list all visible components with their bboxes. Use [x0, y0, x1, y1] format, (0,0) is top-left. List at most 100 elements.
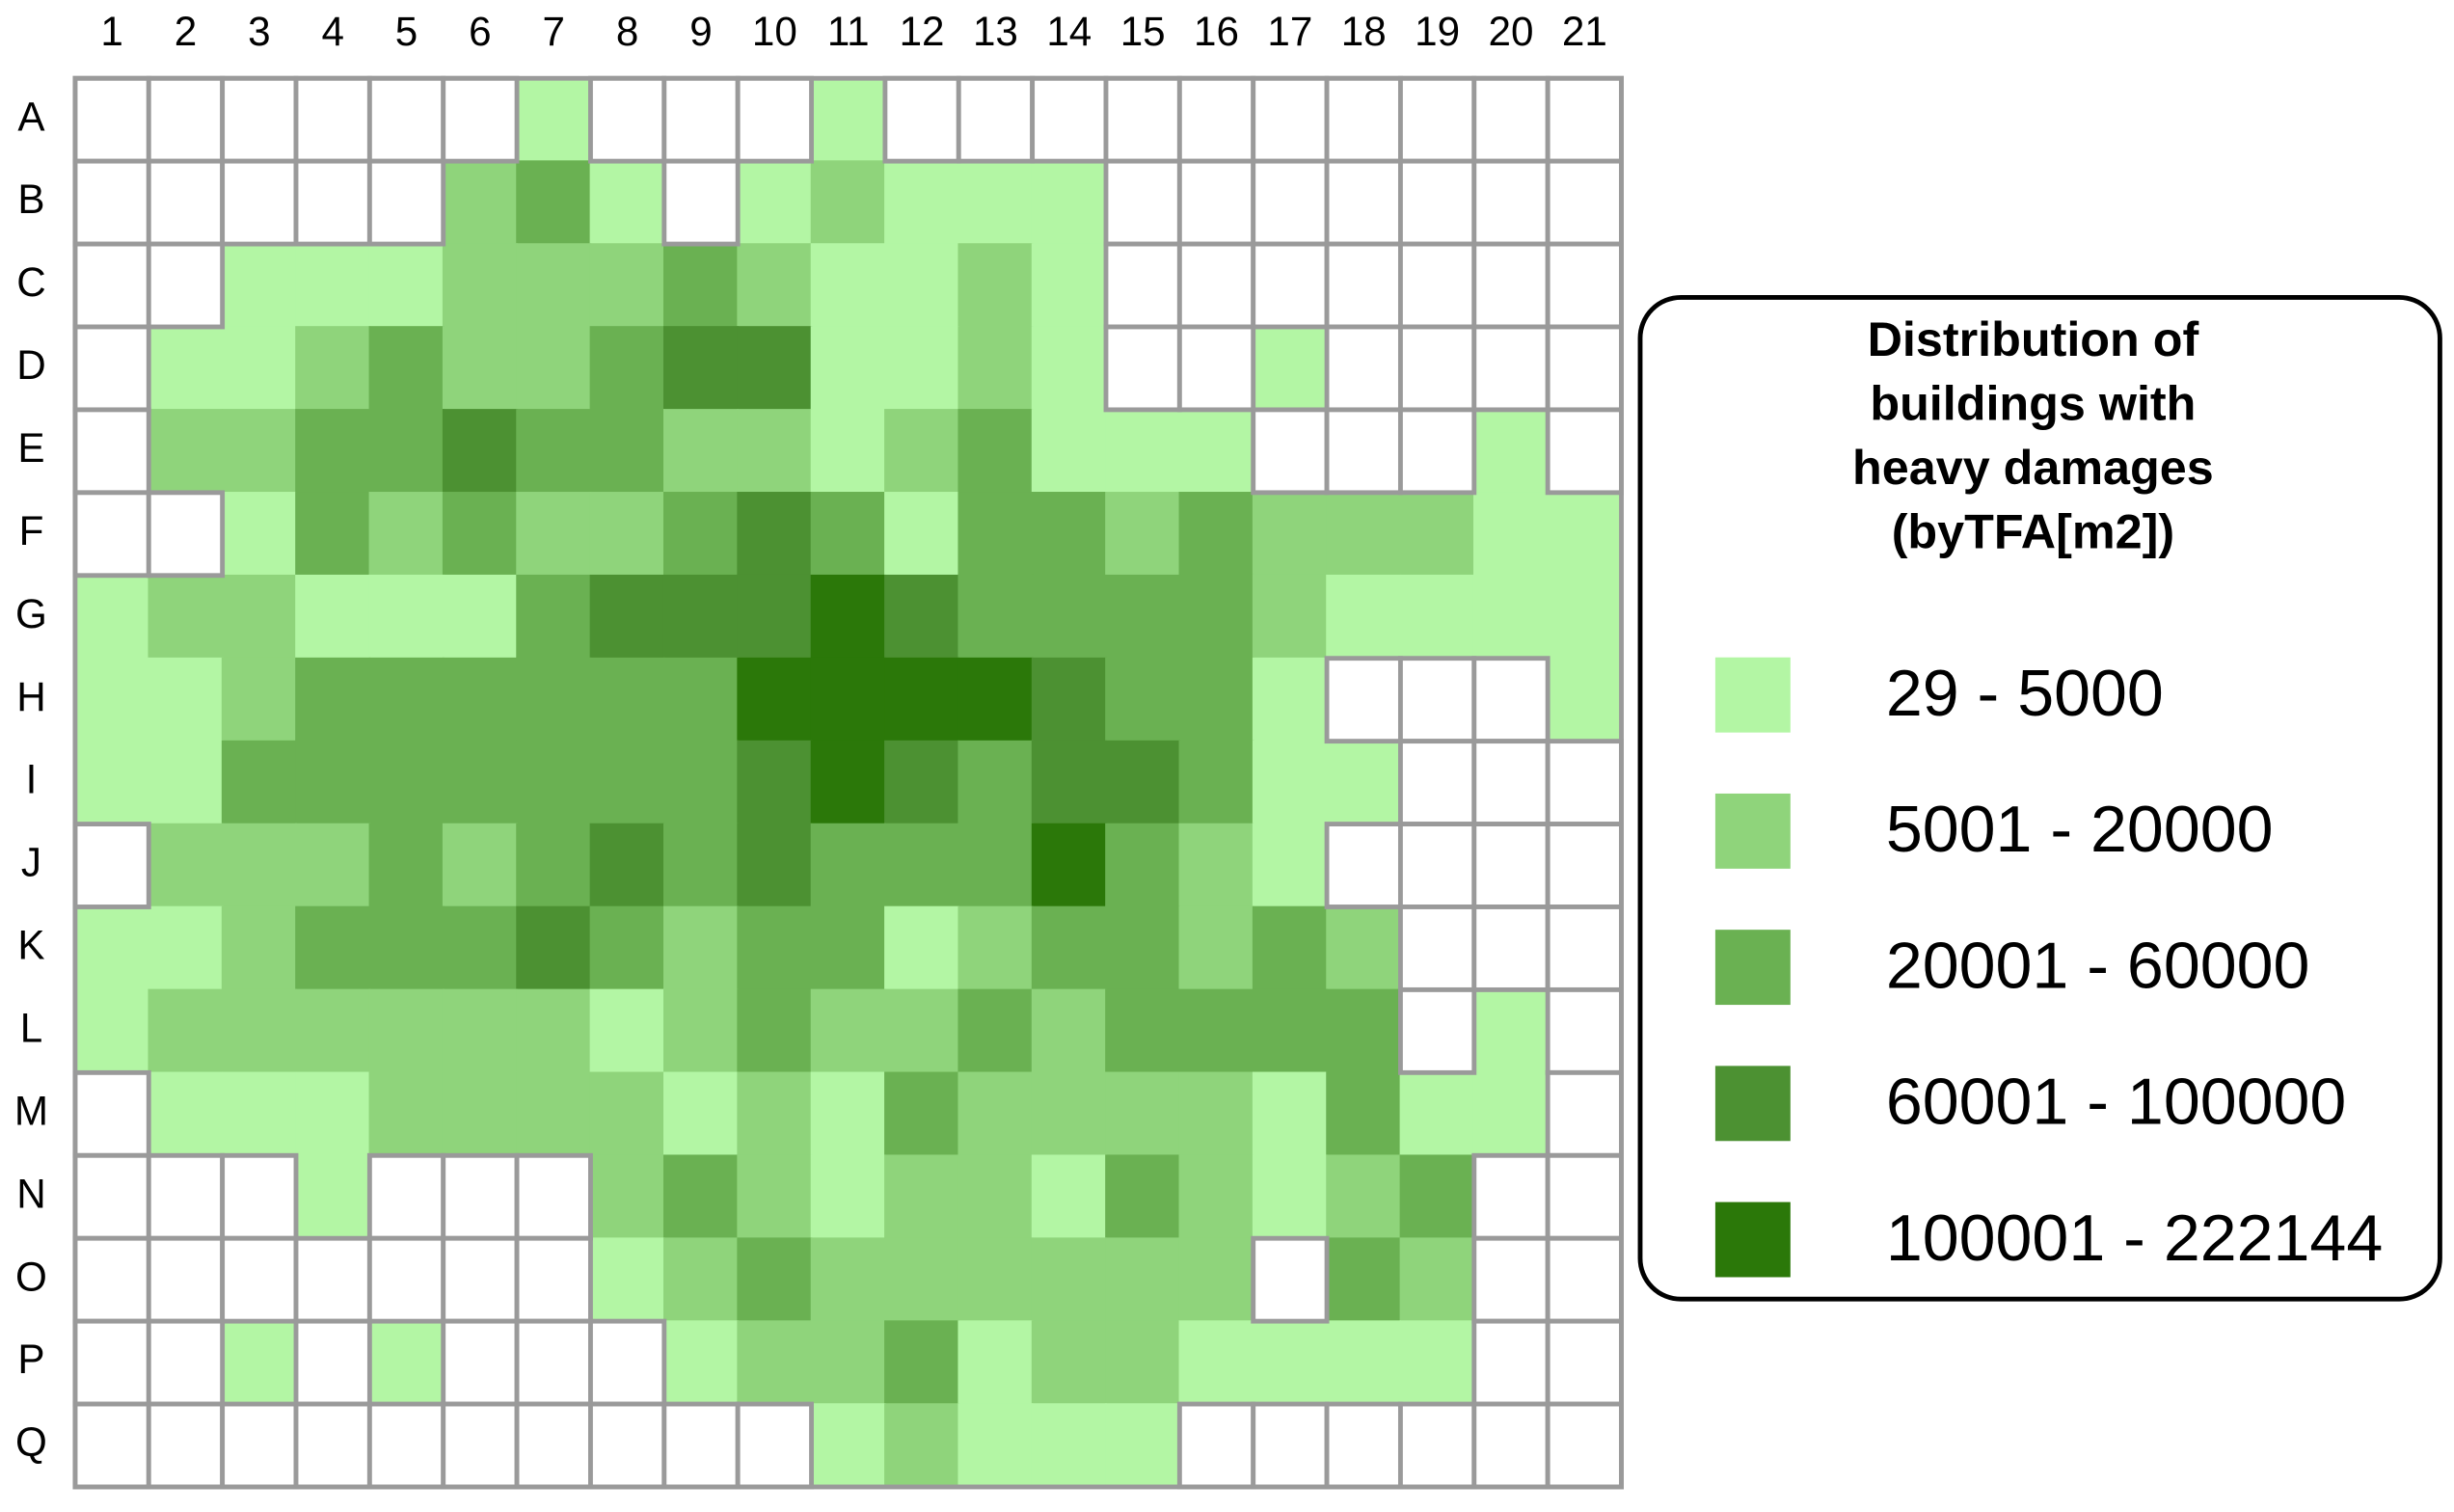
grid-cell	[1326, 988, 1402, 1074]
grid-cell	[957, 160, 1034, 245]
grid-cell	[146, 75, 226, 164]
grid-cell	[1472, 1071, 1549, 1157]
grid-cell	[74, 988, 150, 1074]
grid-cell	[1324, 822, 1403, 909]
grid-cell	[884, 492, 960, 577]
grid-cell	[1031, 1403, 1107, 1488]
grid-cell	[148, 740, 224, 825]
grid-cell	[148, 1071, 224, 1157]
grid-cell	[1547, 492, 1623, 577]
grid-cell	[1178, 492, 1254, 577]
grid-cell	[957, 326, 1034, 411]
grid-cell	[221, 1320, 297, 1405]
grid-cell	[221, 409, 297, 494]
grid-cell	[72, 241, 151, 330]
grid-cell	[884, 1320, 960, 1405]
column-label: 15	[1120, 9, 1166, 54]
grid-cell	[442, 1071, 518, 1157]
legend-label: 5001 - 20000	[1886, 793, 2274, 866]
grid-cell	[146, 1152, 226, 1241]
grid-cell	[1031, 160, 1107, 245]
grid-cell	[516, 740, 592, 825]
grid-cell	[957, 823, 1034, 908]
grid-cell	[146, 1318, 226, 1407]
grid-cell	[1031, 1071, 1107, 1157]
grid-cell	[221, 492, 297, 577]
grid-cell	[1105, 823, 1181, 908]
grid-cell	[148, 905, 224, 991]
grid-cell	[368, 740, 445, 825]
grid-cell	[1397, 656, 1477, 744]
column-label: 10	[752, 9, 797, 54]
grid-cell	[957, 988, 1034, 1074]
grid-cell	[148, 574, 224, 660]
grid-cell	[1547, 657, 1623, 742]
grid-cell	[441, 1152, 520, 1241]
grid-cell	[1399, 1071, 1475, 1157]
column-label: 9	[689, 9, 712, 54]
grid-cell	[884, 905, 960, 991]
grid-cell	[366, 1152, 446, 1241]
grid-cell	[737, 823, 813, 908]
grid-cell	[957, 243, 1034, 328]
grid-cell	[810, 1071, 886, 1157]
grid-cell	[1178, 740, 1254, 825]
grid-cell	[662, 409, 739, 494]
grid-cell	[588, 75, 667, 164]
column-label: 6	[469, 9, 491, 54]
grid-cell	[810, 574, 886, 660]
row-label: Q	[15, 1419, 47, 1465]
grid-cell	[737, 905, 813, 991]
grid-cell	[1105, 409, 1181, 494]
grid-cell	[366, 1235, 446, 1324]
grid-cell	[1545, 407, 1624, 496]
grid-cell	[516, 1071, 592, 1157]
grid-cell	[368, 1320, 445, 1405]
grid-cell	[957, 740, 1034, 825]
grid-cell	[72, 1318, 151, 1407]
grid-cell	[221, 1071, 297, 1157]
grid-cell	[1471, 739, 1551, 826]
grid-cell	[1545, 1318, 1624, 1407]
grid-cell	[368, 1071, 445, 1157]
grid-cell	[1399, 574, 1475, 660]
grid-cell	[1397, 1401, 1477, 1490]
grid-cell	[72, 1401, 151, 1490]
grid-cell	[957, 1320, 1034, 1405]
column-label: 12	[900, 9, 945, 54]
grid-cell	[368, 243, 445, 328]
grid-cell	[1178, 1237, 1254, 1322]
grid-cell	[1472, 409, 1549, 494]
grid-cell	[1178, 823, 1254, 908]
grid-cell	[146, 490, 226, 579]
grid-cell	[810, 823, 886, 908]
grid-cell	[74, 574, 150, 660]
grid-cell	[516, 243, 592, 328]
grid-cell	[662, 574, 739, 660]
grid-cell	[589, 160, 665, 245]
grid-cell	[1178, 1320, 1254, 1405]
grid-cell	[516, 409, 592, 494]
grid-cell	[1178, 988, 1254, 1074]
grid-cell	[589, 574, 665, 660]
grid-cell	[957, 1237, 1034, 1322]
legend-swatch	[1714, 657, 1791, 733]
grid-cell	[1176, 324, 1256, 413]
grid-cell	[1397, 986, 1477, 1075]
legend-swatch	[1714, 1202, 1791, 1278]
grid-cell	[884, 409, 960, 494]
legend-label: 60001 - 100000	[1886, 1066, 2347, 1139]
grid-cell	[1397, 739, 1477, 826]
grid-cell	[72, 75, 151, 164]
grid-cell	[72, 158, 151, 247]
grid-cell	[516, 160, 592, 245]
grid-cell	[1178, 409, 1254, 494]
grid-cell	[810, 1403, 886, 1488]
grid-cell	[366, 158, 446, 247]
row-label: C	[16, 259, 45, 305]
grid-cell	[1324, 324, 1403, 413]
grid-cell	[737, 740, 813, 825]
grid-cell	[295, 823, 371, 908]
grid-cell	[72, 324, 151, 413]
